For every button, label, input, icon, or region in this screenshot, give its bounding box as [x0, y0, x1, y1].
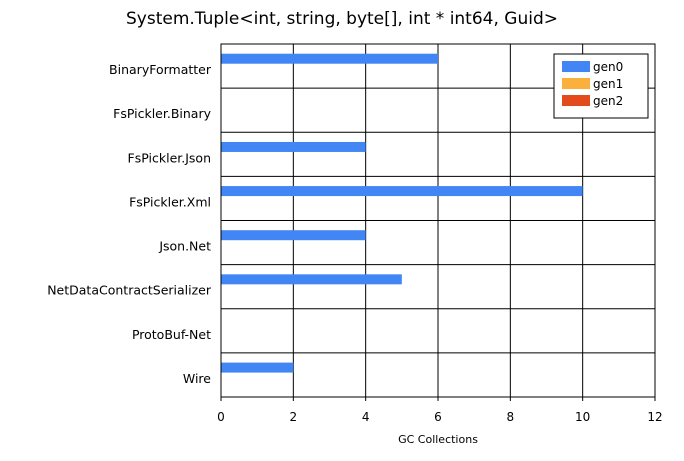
x-tick-label: 12	[647, 410, 662, 424]
legend-swatch	[562, 78, 590, 89]
x-tick-label: 2	[290, 410, 298, 424]
category-label: Json.Net	[158, 239, 211, 254]
plot-area	[220, 43, 656, 398]
x-axis-title: GC Collections	[398, 433, 478, 446]
legend-label: gen2	[593, 94, 623, 108]
category-labels: BinaryFormatter FsPickler.Binary FsPickler…	[47, 62, 212, 386]
bar-gen0	[221, 230, 366, 241]
category-label: NetDataContractSerializer	[47, 283, 212, 298]
legend-label: gen1	[593, 77, 623, 91]
legend: gen0 gen1 gen2	[553, 53, 649, 119]
category-label: FsPickler.Binary	[113, 106, 211, 121]
x-tick-label: 0	[217, 410, 225, 424]
x-tick-label: 10	[575, 410, 590, 424]
chart-title: System.Tuple<int, string, byte[], int * …	[126, 9, 558, 29]
x-tick-label: 8	[507, 410, 515, 424]
category-label: FsPickler.Json	[128, 150, 211, 165]
category-label: BinaryFormatter	[109, 62, 212, 77]
bar-gen0	[221, 362, 294, 373]
legend-label: gen0	[593, 60, 623, 74]
bar-gen0	[221, 141, 366, 152]
x-tick-label: 6	[434, 410, 442, 424]
bars	[221, 53, 583, 373]
legend-swatch	[562, 95, 590, 106]
legend-swatch	[562, 61, 590, 72]
x-tick-label: 4	[362, 410, 370, 424]
category-label: Wire	[183, 371, 211, 386]
category-label: ProtoBuf-Net	[132, 327, 211, 342]
bar-gen0	[221, 274, 402, 285]
x-tick-labels: 0 2 4 6 8 10 12	[217, 410, 662, 424]
bar-gen0	[221, 53, 438, 64]
bar-gen0	[221, 186, 583, 197]
category-label: FsPickler.Xml	[129, 194, 211, 209]
